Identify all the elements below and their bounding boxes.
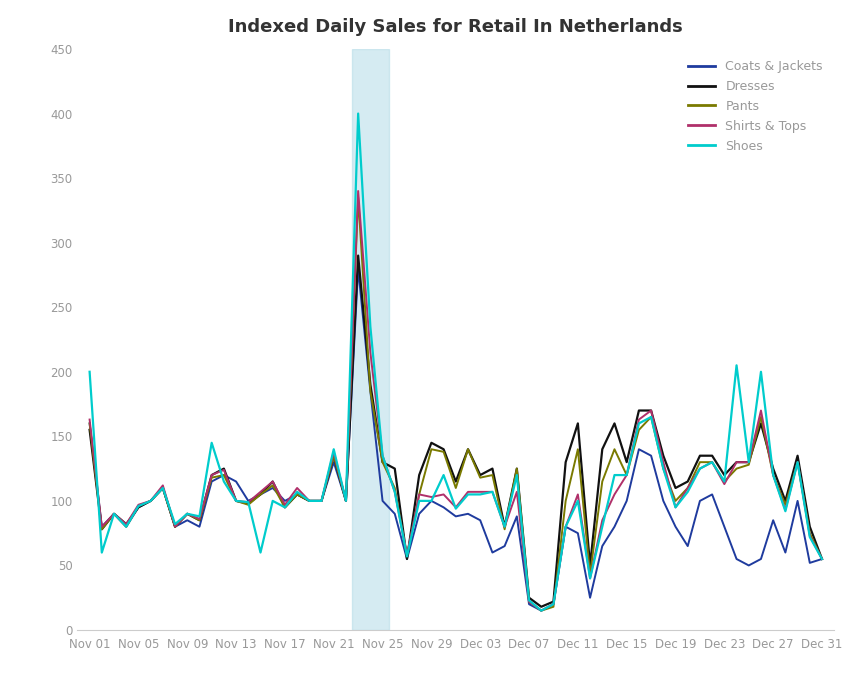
Dresses [488, 464, 498, 473]
Pants [744, 461, 754, 469]
Coats & Jackets [744, 561, 754, 570]
Pants [488, 471, 498, 480]
Shoes [341, 497, 351, 505]
Shirts & Tops [231, 497, 242, 505]
Dresses [353, 251, 363, 260]
Dresses [817, 555, 827, 564]
Coats & Jackets [488, 548, 498, 556]
Pants [549, 603, 559, 611]
Dresses [231, 497, 242, 505]
Shoes [84, 368, 95, 376]
Shoes [744, 458, 754, 466]
Coats & Jackets [84, 419, 95, 428]
Dresses [549, 597, 559, 606]
Shirts & Tops [817, 555, 827, 564]
Coats & Jackets [231, 477, 242, 486]
Coats & Jackets [549, 600, 559, 608]
Shirts & Tops [353, 187, 363, 195]
Dresses [255, 490, 266, 498]
Dresses [744, 458, 754, 466]
Shirts & Tops [744, 458, 754, 466]
Coats & Jackets [536, 606, 546, 615]
Dresses [341, 497, 351, 505]
Line: Shoes: Shoes [89, 113, 822, 610]
Line: Pants: Pants [89, 197, 822, 610]
Legend: Coats & Jackets, Dresses, Pants, Shirts & Tops, Shoes: Coats & Jackets, Dresses, Pants, Shirts … [683, 55, 828, 158]
Shoes [549, 600, 559, 608]
Dresses [536, 603, 546, 611]
Coats & Jackets [353, 265, 363, 273]
Pants [353, 193, 363, 202]
Pants [84, 419, 95, 428]
Shoes [488, 488, 498, 496]
Shoes [353, 109, 363, 118]
Shoes [255, 548, 266, 556]
Dresses [84, 426, 95, 434]
Line: Coats & Jackets: Coats & Jackets [89, 269, 822, 610]
Pants [817, 555, 827, 564]
Shirts & Tops [549, 600, 559, 608]
Pants [231, 497, 242, 505]
Coats & Jackets [817, 555, 827, 564]
Shirts & Tops [255, 488, 266, 496]
Shirts & Tops [341, 497, 351, 505]
Pants [536, 606, 546, 615]
Line: Shirts & Tops: Shirts & Tops [89, 191, 822, 610]
Line: Dresses: Dresses [89, 256, 822, 607]
Shirts & Tops [488, 488, 498, 496]
Pants [341, 497, 351, 505]
Bar [352, 49, 389, 630]
Shirts & Tops [84, 415, 95, 424]
Shoes [231, 497, 242, 505]
Shoes [536, 606, 546, 615]
Shirts & Tops [536, 606, 546, 615]
Pants [255, 490, 266, 498]
Coats & Jackets [341, 497, 351, 505]
Shoes [817, 555, 827, 564]
Title: Indexed Daily Sales for Retail In Netherlands: Indexed Daily Sales for Retail In Nether… [229, 18, 683, 36]
Coats & Jackets [255, 490, 266, 498]
